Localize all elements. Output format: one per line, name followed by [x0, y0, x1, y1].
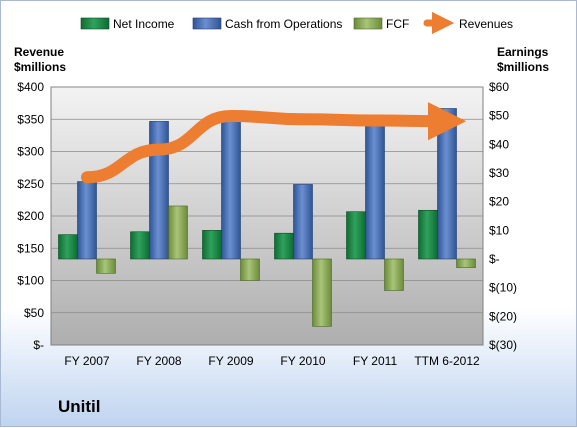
fcf-bar — [312, 258, 332, 327]
right-axis-tick-label: $(20) — [489, 309, 517, 323]
left-axis-tick-labels: $- $50 $100 $150 $200 $250 $300 $350 $400 — [17, 80, 44, 352]
legend-swatch-net-income — [80, 17, 110, 30]
right-axis-title: Earnings — [497, 45, 549, 59]
fcf-bar — [456, 258, 476, 268]
left-axis-title: Revenue — [14, 45, 64, 59]
x-axis-tick-label: TTM 6-2012 — [414, 354, 480, 368]
left-axis-tick-label: $50 — [24, 306, 44, 320]
cash-from-operations-bar — [77, 181, 97, 260]
right-axis-tick-label: $(30) — [489, 338, 517, 352]
company-name: Unitil — [58, 397, 101, 416]
legend-label-fcf: FCF — [386, 17, 409, 31]
right-axis-tick-label: $10 — [489, 223, 509, 237]
cash-from-operations-bar — [293, 184, 313, 260]
x-axis-tick-label: FY 2010 — [280, 354, 325, 368]
right-axis-tick-label: $- — [489, 252, 500, 266]
left-axis-tick-label: $300 — [17, 145, 44, 159]
fcf-bar — [168, 205, 188, 260]
fcf-bar — [384, 258, 404, 291]
left-axis-tick-label: $250 — [17, 177, 44, 191]
left-axis-tick-label: $200 — [17, 209, 44, 223]
fcf-bar — [240, 258, 260, 281]
net-income-bar — [130, 231, 150, 260]
legend-swatch-fcf — [353, 17, 383, 30]
cash-from-operations-bar — [149, 121, 169, 260]
legend: Net Income Cash from Operations FCF Reve… — [80, 11, 513, 35]
right-axis-tick-label: $40 — [489, 137, 509, 151]
net-income-bar — [418, 209, 438, 260]
x-axis-tick-label: FY 2011 — [353, 354, 398, 368]
left-axis-tick-label: $- — [33, 338, 44, 352]
right-axis-tick-labels: $(30) $(20) $(10) $- $10 $20 $30 $40 $50 $60 — [489, 80, 517, 352]
x-axis-tick-label: FY 2008 — [136, 354, 181, 368]
net-income-bar — [346, 211, 366, 260]
net-income-bar — [58, 234, 78, 260]
x-axis-tick-labels: FY 2007 FY 2008 FY 2009 FY 2010 FY 2011 TTM 6… — [64, 354, 480, 368]
left-axis-title-unit: $millions — [14, 60, 66, 74]
x-axis-tick-label: FY 2009 — [208, 354, 253, 368]
legend-swatch-cash-from-operations — [192, 17, 222, 30]
bars — [58, 108, 476, 327]
left-axis-tick-label: $400 — [17, 80, 44, 94]
right-axis-tick-label: $50 — [489, 109, 509, 123]
right-axis-tick-label: $60 — [489, 80, 509, 94]
cash-from-operations-bar — [437, 108, 457, 260]
legend-label-cash-from-operations: Cash from Operations — [225, 17, 342, 31]
left-axis-tick-label: $150 — [17, 241, 44, 255]
left-axis-tick-label: $100 — [17, 274, 44, 288]
fcf-bar — [96, 258, 116, 274]
cash-from-operations-bar — [365, 125, 385, 260]
legend-label-revenues: Revenues — [459, 17, 513, 31]
net-income-bar — [274, 232, 294, 260]
right-axis-title-unit: $millions — [497, 60, 549, 74]
legend-label-net-income: Net Income — [113, 17, 175, 31]
net-income-bar — [202, 230, 222, 260]
right-axis-tick-label: $30 — [489, 166, 509, 180]
revenues-line — [81, 101, 467, 184]
left-axis-tick-label: $350 — [17, 112, 44, 126]
cash-from-operations-bar — [221, 111, 241, 260]
right-axis-tick-label: $20 — [489, 195, 509, 209]
right-axis-tick-label: $(10) — [489, 281, 517, 295]
x-axis-tick-label: FY 2007 — [64, 354, 109, 368]
